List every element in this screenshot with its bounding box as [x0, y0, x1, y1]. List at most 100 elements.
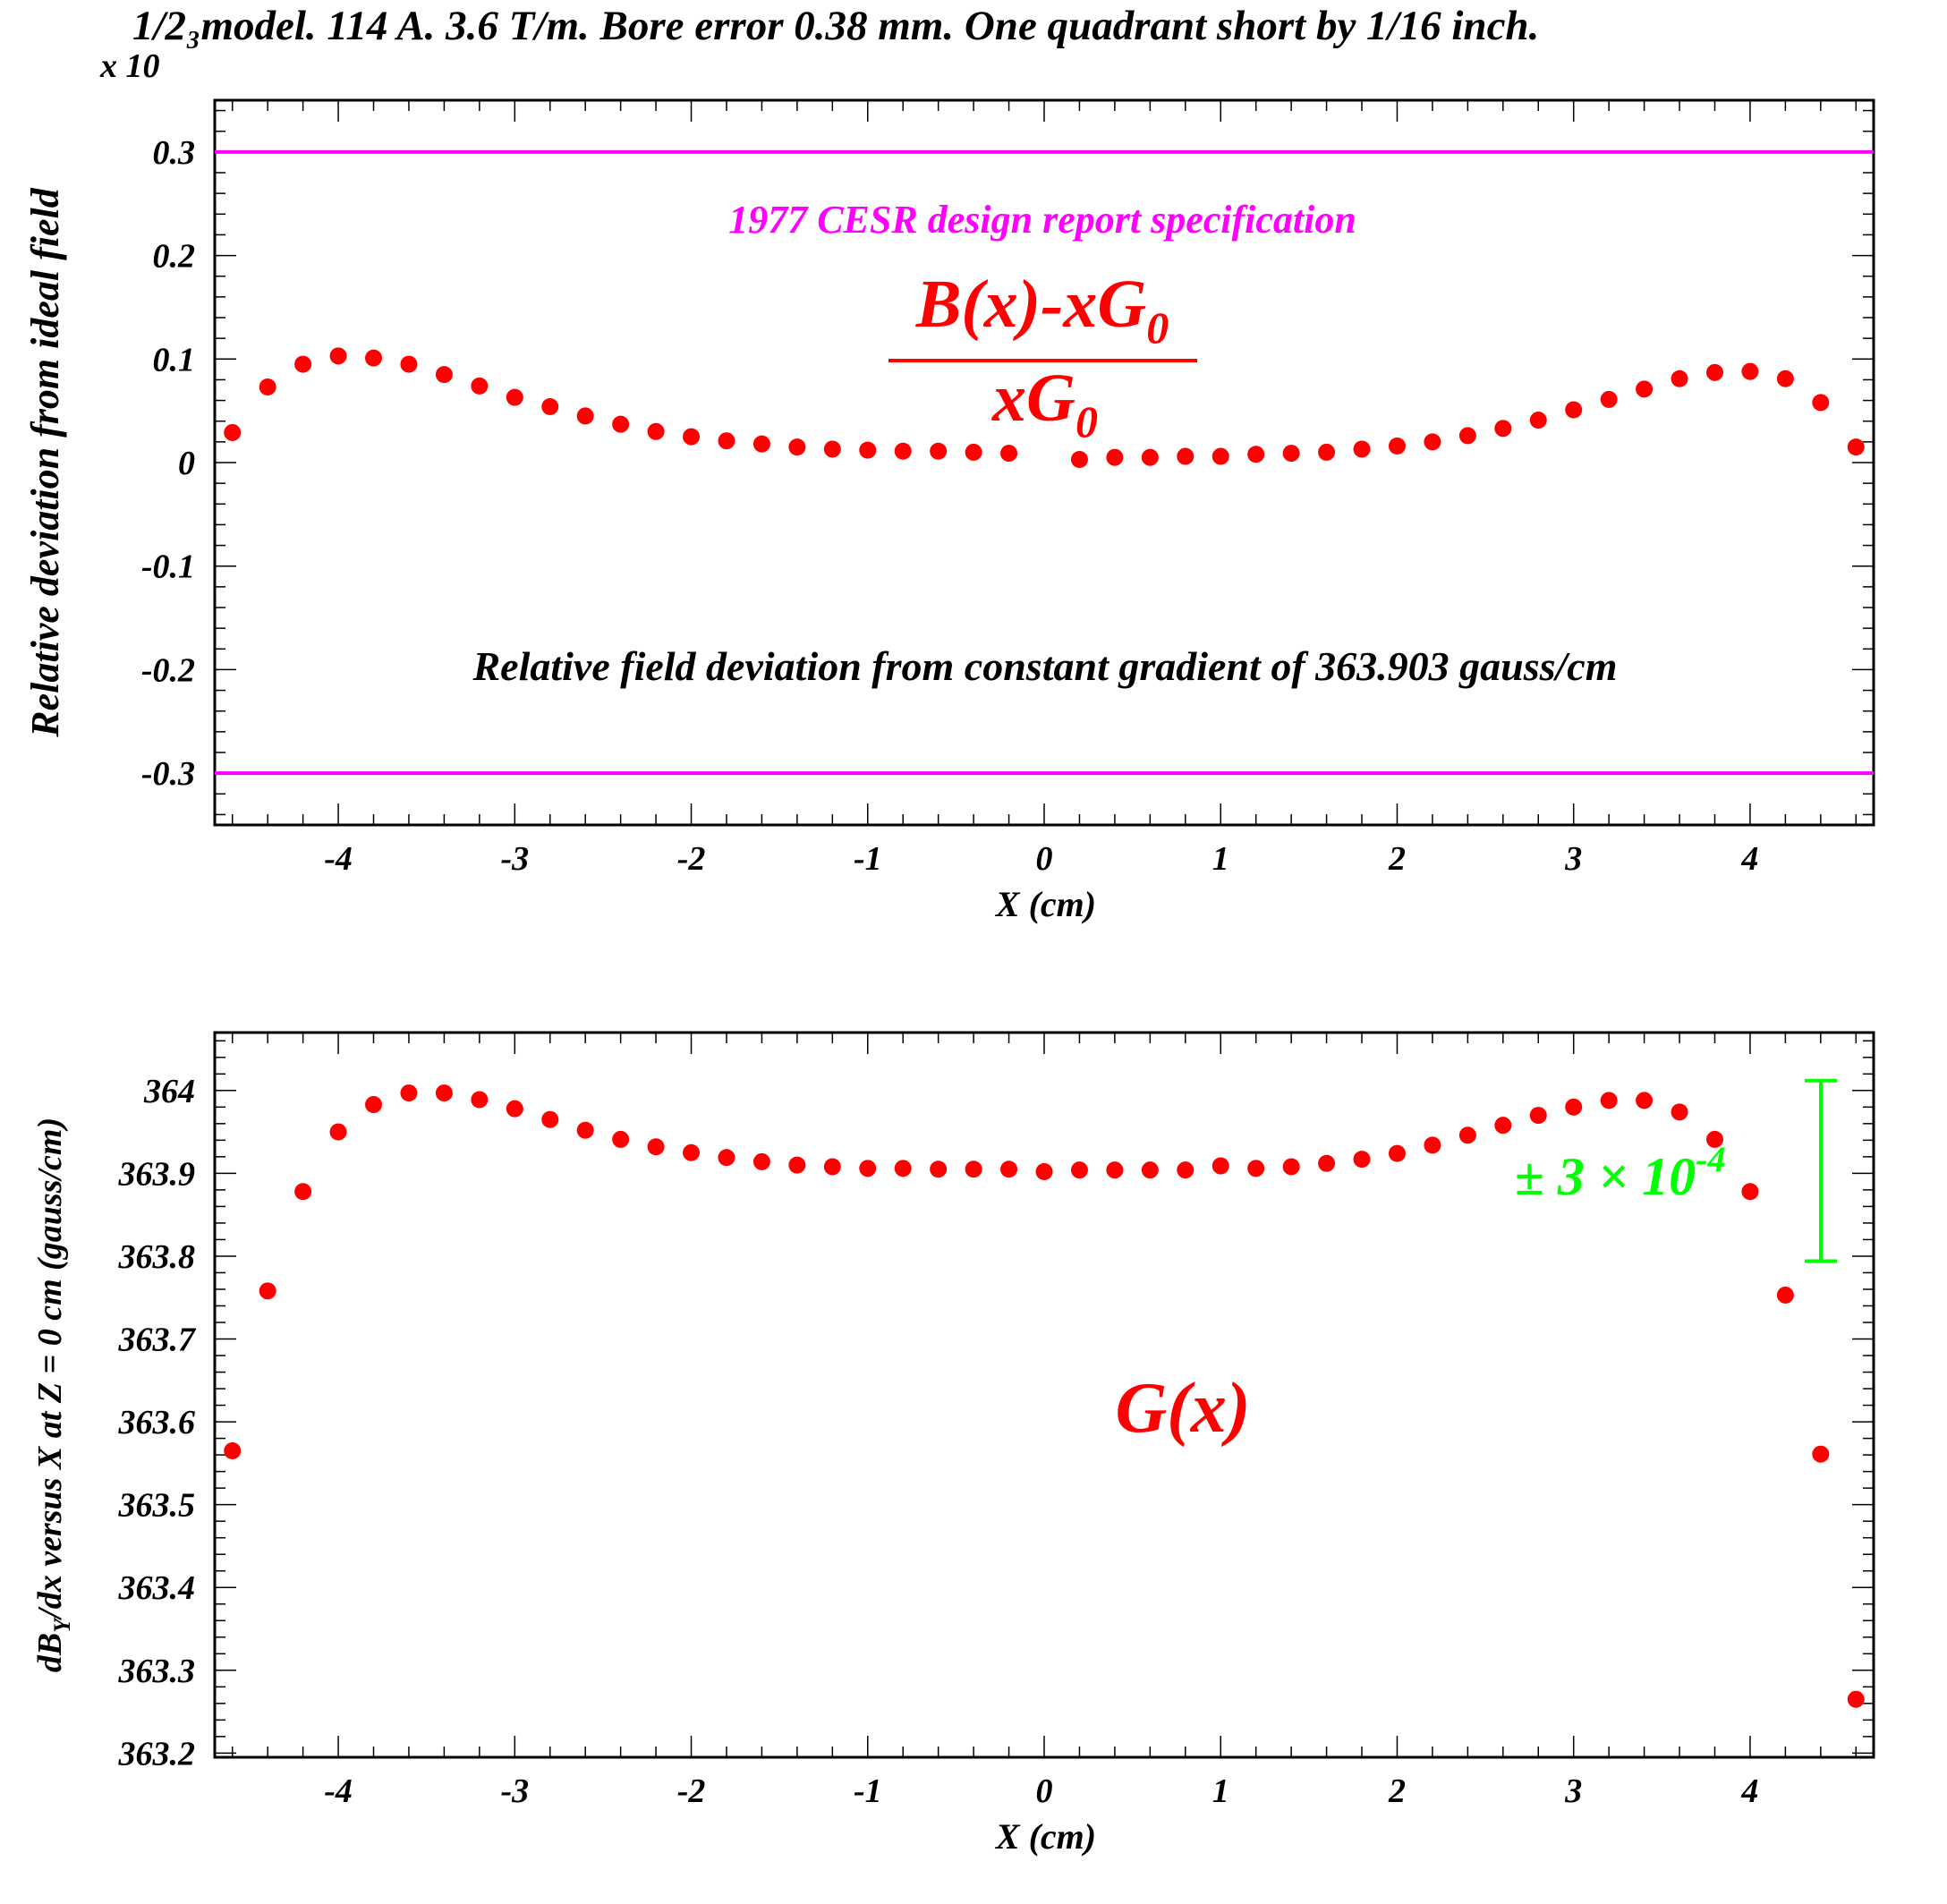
data-point — [506, 1100, 523, 1118]
x-tick-label: 3 — [1564, 1772, 1582, 1810]
data-point — [859, 1160, 877, 1177]
data-point — [1705, 1130, 1723, 1148]
data-point — [823, 440, 841, 458]
data-point — [294, 1183, 312, 1201]
data-point — [1600, 390, 1618, 408]
data-point — [435, 366, 453, 384]
data-point — [1458, 1126, 1476, 1144]
formula-numerator: B(x)-xG0 — [915, 267, 1169, 353]
data-point — [1212, 447, 1229, 465]
y-tick-label: -0.3 — [141, 755, 195, 793]
data-point — [224, 423, 242, 441]
data-point — [1318, 1154, 1336, 1172]
data-point — [1000, 1160, 1018, 1178]
data-point — [576, 1121, 594, 1139]
data-point — [1177, 1161, 1195, 1179]
data-point — [1847, 438, 1865, 456]
data-point — [1212, 1157, 1229, 1175]
y-tick-label: 363.6 — [118, 1404, 196, 1441]
data-point — [1494, 420, 1512, 438]
x-tick-label: -2 — [677, 1772, 706, 1810]
x-tick-label: 0 — [1036, 840, 1053, 878]
y-tick-label: 363.9 — [118, 1155, 196, 1193]
x-tick-label: -3 — [500, 840, 529, 878]
data-point — [1106, 448, 1124, 466]
x-axis-label: X (cm) — [994, 884, 1096, 924]
data-point — [259, 378, 276, 396]
data-point — [1671, 1103, 1688, 1121]
data-point — [930, 442, 948, 460]
data-point — [823, 1158, 841, 1176]
chart-title: 1/2₃model. 114 A. 3.6 T/m. Bore error 0.… — [132, 3, 1539, 49]
data-point — [1424, 1136, 1441, 1154]
data-point — [1565, 401, 1583, 419]
data-point — [259, 1282, 276, 1300]
y-axis-label: dBY/dx versus X at Z = 0 cm (gauss/cm) — [31, 1118, 75, 1672]
data-point — [1812, 394, 1830, 412]
data-point — [1494, 1117, 1512, 1135]
data-point — [1529, 412, 1547, 429]
formula-denominator: xG0 — [991, 361, 1098, 446]
data-point — [718, 432, 735, 450]
data-point — [400, 1084, 418, 1102]
data-point — [1353, 440, 1371, 458]
data-point — [224, 1441, 242, 1459]
data-point — [1177, 447, 1195, 465]
top-panel: -4 -3 -2 -1 0 1 2 3 4 -0.3 -0.2 -0.1 0 0.1 0.2 0.3 X (cm… — [23, 47, 1875, 924]
data-point — [894, 442, 912, 460]
y-tick-label: 0 — [178, 445, 195, 482]
data-point — [1035, 1163, 1053, 1181]
x-tick-label: 4 — [1740, 840, 1758, 878]
data-point — [294, 355, 312, 373]
y-tick-label: 363.5 — [118, 1487, 196, 1525]
data-point — [894, 1160, 912, 1177]
x-tick-label: -1 — [854, 1772, 882, 1810]
data-point — [1388, 1144, 1406, 1162]
data-point — [1247, 1160, 1265, 1177]
data-point — [683, 1143, 701, 1161]
data-point — [647, 422, 665, 440]
data-point — [1847, 1690, 1865, 1708]
data-point — [1424, 433, 1441, 451]
y-tick-label: -0.2 — [141, 651, 195, 689]
data-point — [1353, 1151, 1371, 1169]
data-point — [1070, 451, 1088, 469]
data-point — [1776, 1286, 1794, 1304]
data-point — [365, 1096, 383, 1114]
y-tick-label: 0.1 — [153, 341, 196, 378]
y-tick-label: 363.7 — [118, 1322, 198, 1359]
x-tick-label: 1 — [1212, 840, 1229, 878]
x-tick-label: -3 — [500, 1772, 529, 1810]
data-point — [1000, 445, 1018, 463]
data-point — [576, 407, 594, 425]
data-point — [1705, 363, 1723, 381]
y-tick-label: 363.8 — [118, 1238, 196, 1276]
y-multiplier-label: x 10 — [99, 47, 160, 85]
data-point — [1741, 1183, 1759, 1201]
data-point — [1565, 1098, 1583, 1116]
y-tick-label: 363.3 — [118, 1653, 196, 1690]
curve-label: G(x) — [1115, 1369, 1250, 1448]
data-point — [859, 441, 877, 459]
data-point — [1600, 1092, 1618, 1109]
x-tick-label: -4 — [324, 1772, 353, 1810]
chart-annotation: Relative field deviation from constant g… — [472, 643, 1617, 689]
data-point — [1812, 1445, 1830, 1463]
spec-label: 1977 CESR design report specification — [728, 198, 1356, 242]
data-point — [541, 398, 559, 416]
data-point — [788, 1156, 806, 1174]
data-point — [647, 1138, 665, 1156]
data-point — [1141, 1161, 1159, 1179]
data-point — [1529, 1107, 1547, 1125]
data-point — [329, 347, 347, 365]
plot-frame — [213, 1031, 1875, 1759]
data-point — [930, 1160, 948, 1178]
data-point — [752, 1152, 770, 1170]
data-point — [1388, 437, 1406, 455]
data-point — [435, 1084, 453, 1102]
y-tick-label: 363.4 — [118, 1569, 196, 1607]
data-point — [1671, 370, 1688, 387]
x-tick-label: 4 — [1740, 1772, 1758, 1810]
bottom-panel: -4 -3 -2 -1 0 1 2 3 4 363.2 363.3 363.4 363.5 363.6 36… — [31, 1031, 1875, 1857]
